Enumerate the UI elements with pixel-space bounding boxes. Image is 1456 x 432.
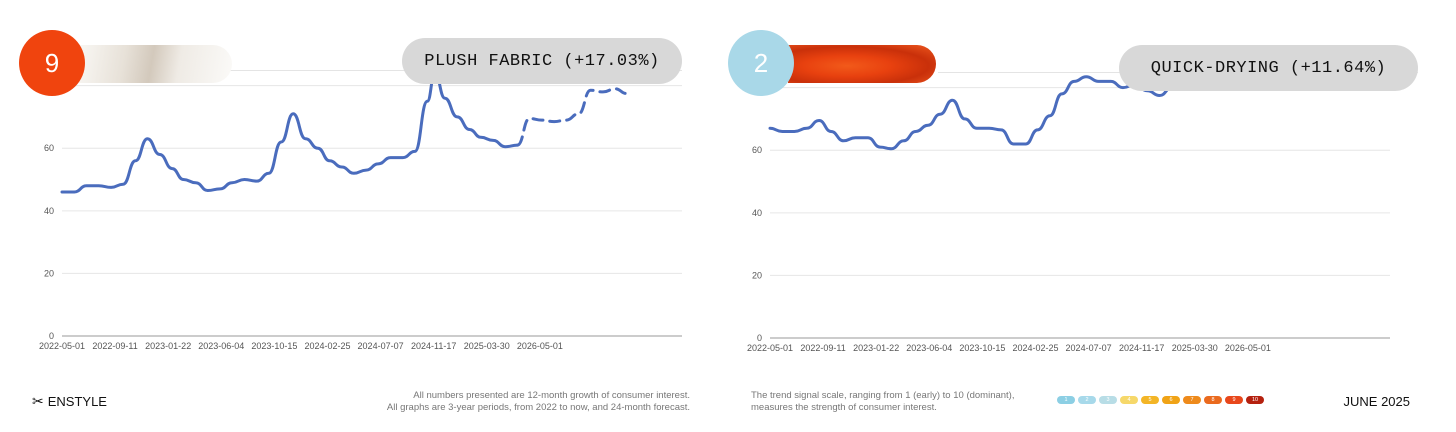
x-tick-label: 2022-09-11 [92,341,137,351]
x-tick-label: 2023-06-04 [198,341,244,351]
x-tick-label: 2023-10-15 [251,341,297,351]
x-tick-label: 2025-03-30 [1172,343,1218,353]
scale-level-10: 10 [1246,396,1264,404]
x-tick-label: 2022-09-11 [800,343,845,353]
scale-note: The trend signal scale, ranging from 1 (… [751,390,1015,414]
scale-level-1: 1 [1057,396,1075,404]
rank-badge: 2 [728,30,794,96]
x-tick-label: 2024-07-07 [358,341,404,351]
y-tick-label: 40 [44,206,54,216]
report-date: JUNE 2025 [1343,394,1410,409]
scale-level-4: 4 [1120,396,1138,404]
x-tick-label: 2023-10-15 [959,343,1005,353]
scale-level-7: 7 [1183,396,1201,404]
scissors-icon: ✂ [32,393,44,409]
x-tick-label: 2022-05-01 [39,341,85,351]
y-tick-label: 20 [752,270,762,280]
x-tick-label: 2026-05-01 [517,341,563,351]
trend-panel-plush-fabric: 9 PLUSH FABRIC (+17.03%) 0204060802022-0… [0,0,728,380]
y-tick-label: 0 [49,331,54,341]
scale-level-2: 2 [1078,396,1096,404]
x-tick-label: 2024-02-25 [1012,343,1058,353]
scale-level-5: 5 [1141,396,1159,404]
brand-name: ENSTYLE [47,394,107,409]
scale-note-line: The trend signal scale, ranging from 1 (… [751,390,1015,401]
scale-level-8: 8 [1204,396,1222,404]
x-tick-label: 2026-05-01 [1225,343,1271,353]
footer-note-line: All numbers presented are 12-month growt… [413,390,690,401]
scale-level-6: 6 [1162,396,1180,404]
brand-logo: ✂ ENSTYLE [32,393,107,410]
trend-title: QUICK-DRYING (+11.64%) [1119,45,1418,91]
footer-note-line: All graphs are 3-year periods, from 2022… [386,402,690,413]
x-tick-label: 2025-03-30 [464,341,510,351]
x-tick-label: 2024-11-17 [411,341,456,351]
y-tick-label: 60 [44,143,54,153]
trend-line-chart: 0204060802022-05-012022-09-112023-01-222… [39,71,682,351]
x-tick-label: 2023-01-22 [853,343,899,353]
y-tick-label: 20 [44,268,54,278]
scale-level-3: 3 [1099,396,1117,404]
x-tick-label: 2023-01-22 [145,341,191,351]
y-tick-label: 60 [752,145,762,155]
footer-note: All numbers presented are 12-month growt… [387,390,690,414]
orange-fabric-image [788,45,936,83]
scale-level-9: 9 [1225,396,1243,404]
trend-title: PLUSH FABRIC (+17.03%) [402,38,682,84]
rank-badge: 9 [19,30,85,96]
scale-note-line: measures the strength of consumer intere… [751,402,937,413]
x-tick-label: 2022-05-01 [747,343,793,353]
signal-scale: 1 2 3 4 5 6 7 8 9 10 [1057,396,1264,404]
forecast-series-line [516,87,628,147]
trend-panel-quick-drying: 2 QUICK-DRYING (+11.64%) 0204060802022-0… [728,0,1456,380]
x-tick-label: 2024-07-07 [1066,343,1112,353]
x-tick-label: 2024-11-17 [1119,343,1164,353]
actual-series-line [60,71,519,194]
y-tick-label: 40 [752,208,762,218]
x-tick-label: 2024-02-25 [304,341,350,351]
y-tick-label: 0 [757,333,762,343]
x-tick-label: 2023-06-04 [906,343,952,353]
